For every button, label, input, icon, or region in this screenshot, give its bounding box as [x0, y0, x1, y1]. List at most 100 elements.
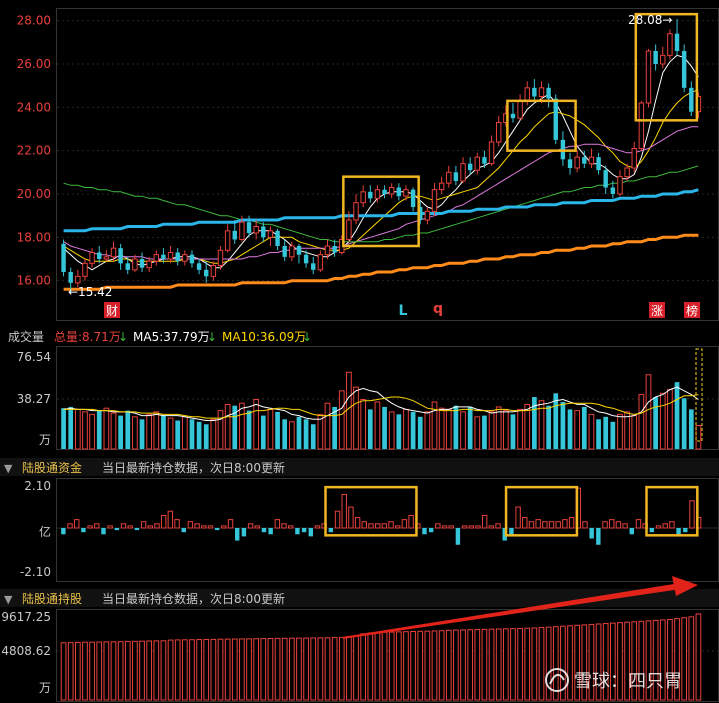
volume-bar-down	[417, 416, 423, 449]
holding-unit: 万	[39, 681, 51, 695]
holding-bar	[82, 641, 88, 701]
holding-bar	[89, 641, 95, 701]
candle-body-up	[267, 230, 274, 238]
flow-bar-inflow	[247, 523, 254, 529]
flow-title[interactable]: 陆股通资金	[22, 460, 82, 475]
flow-bar-inflow	[495, 523, 501, 529]
flow-bar-inflow	[468, 525, 474, 529]
holding-bar	[117, 641, 124, 701]
holding-bar	[424, 630, 431, 701]
candle-body-up	[82, 262, 88, 277]
holding-title[interactable]: 陆股通持股	[22, 591, 82, 606]
volume-bar-down	[681, 398, 687, 449]
candle-body-up	[75, 275, 81, 284]
candle-body-up	[103, 256, 110, 260]
holding-bar	[681, 617, 688, 701]
candle-body-down	[410, 189, 416, 207]
volume-bar-down	[275, 411, 280, 449]
flow-bar-inflow	[127, 525, 133, 529]
volume-bar-up	[89, 413, 95, 450]
marker-cai-text: 财	[106, 304, 118, 318]
holding-collapse-icon[interactable]: ▼	[4, 593, 13, 606]
volume-bar-down	[161, 415, 166, 449]
holding-bar	[438, 630, 445, 701]
watermark: 雪球：四只胃	[545, 668, 682, 692]
holding-bar	[360, 633, 367, 701]
holding-bar	[617, 622, 623, 701]
holding-bar	[538, 627, 545, 701]
holding-bar	[224, 638, 231, 701]
volume-current-highlight	[695, 348, 703, 442]
candle-body-down	[603, 170, 608, 188]
candle-body-down	[296, 246, 302, 255]
price-y-tick-label: 16.00	[17, 274, 51, 288]
volume-bars	[61, 371, 702, 450]
holding-bar	[281, 637, 288, 701]
candle-body-up	[438, 182, 445, 191]
holding-bar	[67, 642, 74, 701]
volume-bar-up	[224, 403, 231, 450]
candle-body-down	[532, 87, 537, 97]
flow-bar-inflow	[535, 519, 541, 529]
candle-body-down	[453, 172, 459, 181]
candle-body-down	[196, 263, 202, 270]
flow-bar-inflow	[515, 506, 521, 529]
holding-ytick-mid: 4808.62	[1, 644, 51, 658]
marker-badge-bang[interactable]	[684, 302, 700, 318]
flow-bar-inflow	[174, 519, 180, 529]
volume-bar-down	[510, 414, 516, 449]
volume-bar-up	[502, 410, 509, 450]
holding-bar	[374, 631, 381, 701]
holding-bar	[652, 619, 659, 701]
holding-bar	[303, 637, 309, 701]
holding-note: 当日最新持仓数据，次日8:00更新	[102, 591, 285, 606]
volume-bar-up	[253, 399, 260, 450]
trend-arrow	[342, 576, 698, 639]
marker-badge-cai[interactable]	[104, 302, 120, 318]
flow-bar-outflow	[502, 528, 507, 541]
volume-bar-up	[538, 400, 545, 450]
volume-bar-up	[132, 416, 138, 450]
holding-bar	[445, 629, 452, 701]
holding-bar	[96, 641, 103, 701]
volume-bar-up	[574, 410, 581, 450]
volume-bar-down	[674, 382, 680, 449]
volume-ma10-label: MA10:36.09万	[222, 330, 306, 344]
candle-body-down	[246, 222, 252, 233]
holding-bar	[310, 637, 317, 701]
marker-l-text[interactable]: L	[399, 303, 408, 319]
holding-bar	[346, 636, 352, 701]
holding-bar	[189, 639, 195, 701]
price-highlight-box	[506, 99, 577, 152]
trend-arrow-shaft	[342, 583, 681, 639]
flow-bar-inflow	[568, 517, 575, 529]
holding-bar	[181, 639, 188, 701]
volume-bar-down	[653, 397, 658, 449]
volume-bar-down	[61, 408, 66, 449]
ma10-line	[63, 89, 699, 264]
candle-body-up	[524, 87, 530, 102]
flow-bar-inflow	[481, 514, 488, 529]
snowball-logo-icon	[545, 668, 569, 692]
flow-bar-outflow	[134, 528, 140, 531]
flow-highlight-box	[324, 485, 418, 537]
candle-body-down	[368, 191, 373, 199]
volume-bar-up	[374, 401, 381, 450]
candle-body-up	[424, 210, 431, 221]
volume-bar-up	[631, 415, 638, 450]
candle-body-down	[482, 157, 487, 164]
flow-note: 当日最新持仓数据，次日8:00更新	[102, 460, 285, 475]
flow-bar-inflow	[602, 521, 608, 529]
price-y-tick-label: 28.00	[17, 14, 51, 28]
marker-badge-zhang[interactable]	[649, 302, 665, 318]
marker-q-text[interactable]: q	[433, 301, 443, 317]
volume-bar-down	[118, 415, 123, 449]
holding-bar	[367, 632, 374, 701]
volume-bar-up	[146, 413, 153, 450]
candle-body-up	[110, 247, 117, 258]
flow-collapse-icon[interactable]: ▼	[4, 462, 13, 475]
holding-bar	[74, 641, 81, 701]
holding-bar	[552, 626, 559, 701]
flow-panel-frame	[56, 478, 719, 582]
holding-bar	[567, 625, 573, 701]
